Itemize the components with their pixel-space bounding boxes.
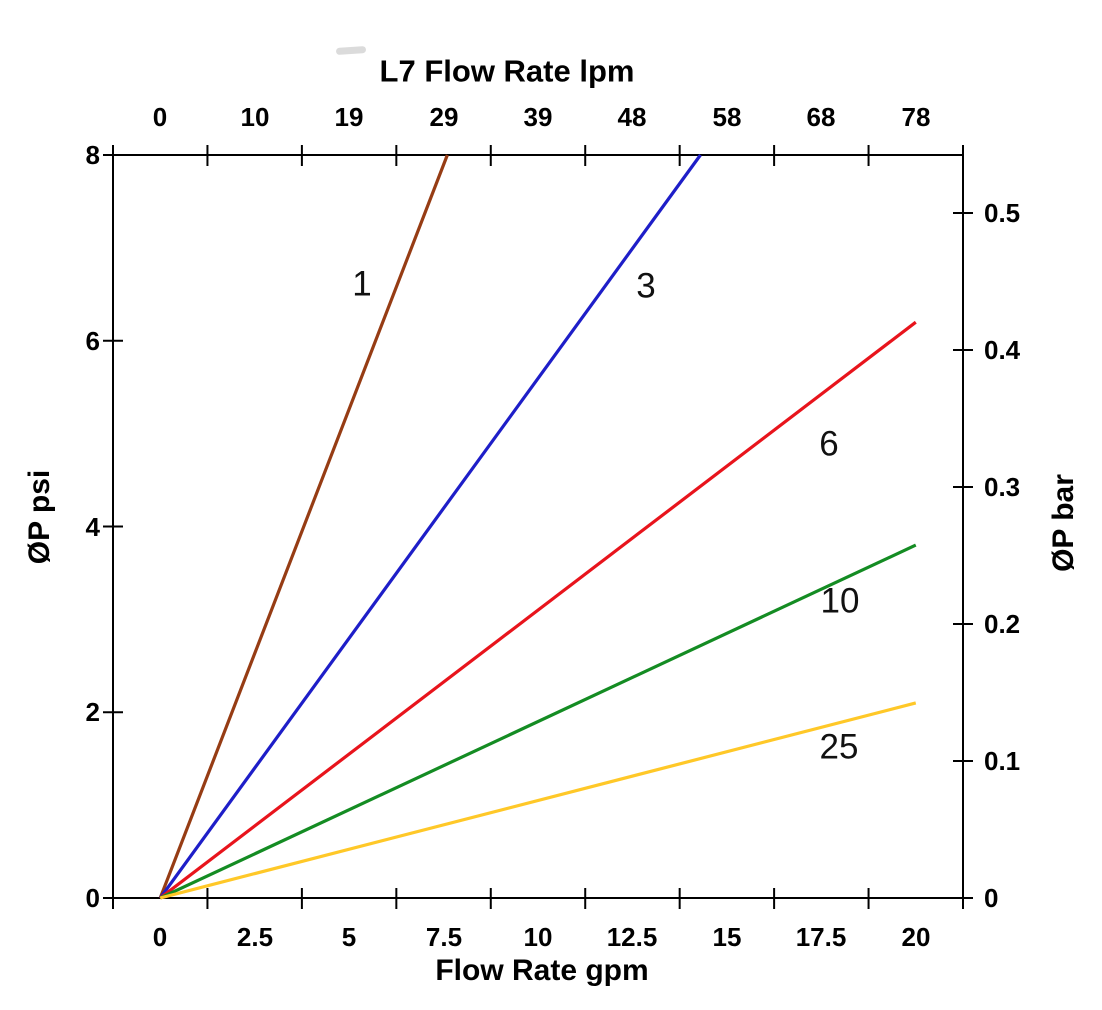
top-axis-tick-label: 10 [240, 102, 270, 132]
bottom-axis-tick-label: 15 [712, 922, 742, 952]
left-axis-tick-label: 2 [85, 697, 100, 727]
right-axis-tick-label: 0.2 [984, 609, 1021, 639]
bottom-axis-tick-label: 17.5 [795, 922, 847, 952]
top-axis-tick-label: 48 [617, 102, 647, 132]
top-axis-tick-label: 39 [523, 102, 553, 132]
series-label-1-micron: 1 [352, 264, 372, 304]
right-axis-tick-label: 0.4 [984, 335, 1021, 365]
bottom-axis-tick-label: 7.5 [425, 922, 463, 952]
bottom-axis-tick-label: 2.5 [236, 922, 274, 952]
bottom-axis-tick-label: 12.5 [606, 922, 658, 952]
left-axis-tick-label: 8 [85, 140, 100, 170]
left-axis-tick-label: 0 [85, 883, 100, 913]
series-label-25-micron: 25 [819, 727, 859, 767]
top-axis-title: L7 Flow Rate lpm [379, 53, 635, 89]
bottom-axis-tick-label: 0 [152, 922, 168, 952]
bottom-axis-title: Flow Rate gpm [435, 954, 649, 987]
top-axis-tick-label: 68 [806, 102, 836, 132]
top-axis-tick-label: 0 [152, 102, 168, 132]
bottom-axis-tick-label: 20 [901, 922, 931, 952]
bottom-axis-tick-label: 10 [523, 922, 553, 952]
top-axis-tick-label: 29 [429, 102, 459, 132]
series-label-10-micron: 10 [820, 581, 860, 621]
right-axis-tick-label: 0.1 [984, 746, 1021, 776]
top-axis-tick-label: 19 [334, 102, 364, 132]
top-axis-tick-label: 58 [712, 102, 742, 132]
right-axis-tick-label: 0.5 [984, 198, 1021, 228]
series-label-6-micron: 6 [819, 424, 839, 464]
right-axis-tick-label: 0 [984, 883, 999, 913]
left-axis-tick-label: 4 [85, 512, 100, 542]
left-axis-tick-label: 6 [85, 326, 100, 356]
top-axis-tick-label: 78 [901, 102, 931, 132]
right-axis-tick-label: 0.3 [984, 472, 1021, 502]
series-label-3-micron: 3 [636, 266, 656, 306]
bottom-axis-tick-label: 5 [341, 922, 357, 952]
